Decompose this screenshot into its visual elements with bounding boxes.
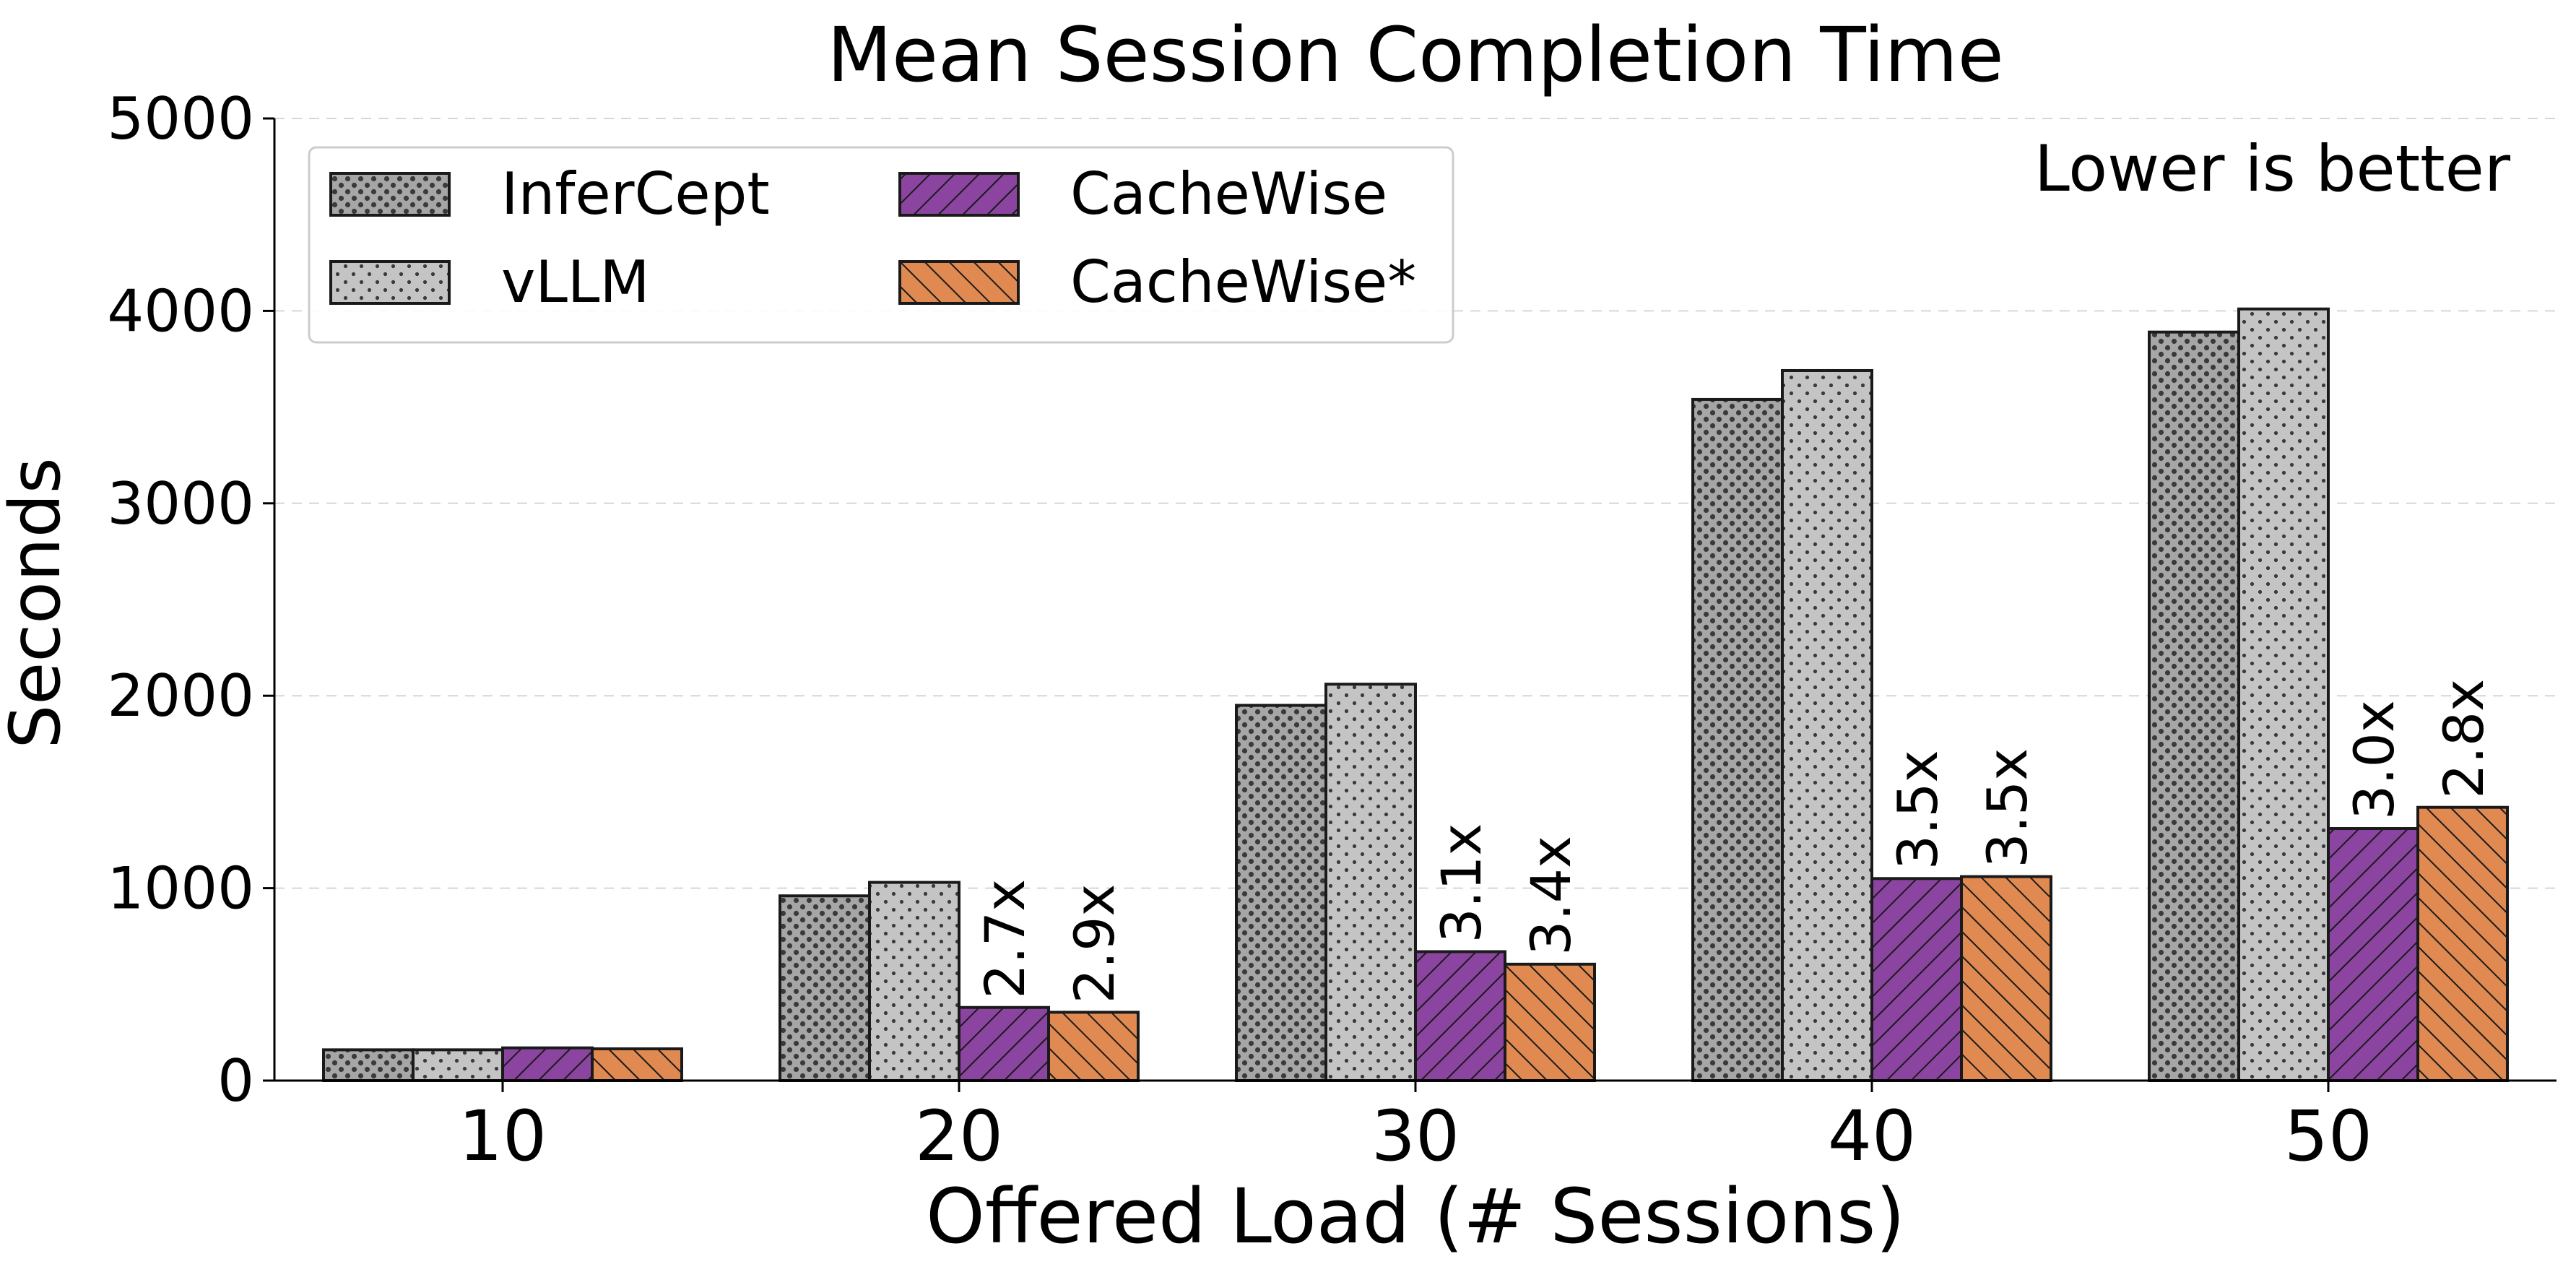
bar-cachewise-40 <box>1870 877 1963 1083</box>
legend-label-cachewise: CacheWise <box>1070 160 1387 228</box>
bar-cachewise--30 <box>1504 962 1596 1082</box>
legend: InferCept vLLM CacheWise CacheWise* <box>308 146 1454 344</box>
bar-infercept-20 <box>779 894 871 1082</box>
bar-cachewise--20 <box>1047 1011 1140 1082</box>
bar-infercept-30 <box>1235 704 1327 1082</box>
bar-cachewise--40 <box>1960 875 2052 1082</box>
x-tick-label-30: 30 <box>1371 1096 1460 1177</box>
bar-infercept-10 <box>322 1048 415 1082</box>
legend-swatch-infercept <box>329 172 451 217</box>
speedup-label-cachewise-20: 2.7x <box>973 879 1037 999</box>
bar-vllm-40 <box>1781 368 1873 1082</box>
x-tick-label-40: 40 <box>1828 1096 1916 1177</box>
bar-cachewise-30 <box>1414 950 1506 1082</box>
x-tick-label-20: 20 <box>915 1096 1003 1177</box>
bar-cachewise--10 <box>591 1047 683 1082</box>
y-tick-label-1000: 1000 <box>107 855 254 922</box>
legend-label-cachewise-: CacheWise* <box>1070 248 1416 316</box>
legend-frame <box>308 146 1454 344</box>
speedup-label-cachewise-40: 3.5x <box>1886 750 1950 870</box>
annotation-lower-is-better: Lower is better <box>2034 131 2511 206</box>
legend-label-vllm: vLLM <box>501 248 650 316</box>
chart-title: Mean Session Completion Time <box>827 11 2004 99</box>
y-tick-label-5000: 5000 <box>107 85 254 152</box>
bar-cachewise-20 <box>958 1005 1050 1082</box>
legend-swatch-cachewise <box>898 172 1020 217</box>
y-tick-label-0: 0 <box>217 1047 254 1115</box>
bar-vllm-30 <box>1324 683 1417 1082</box>
speedup-label-cachewise-50: 3.0x <box>2342 700 2406 820</box>
data-labels: 2.7x 2.9x 3.1x 3.4x 3.5x 3.5x 3.0x 2.8x <box>973 679 2496 1004</box>
speedup-label-cachewise-30: 3.1x <box>1429 823 1493 943</box>
speedup-label-cachewise--20: 2.9x <box>1062 884 1127 1004</box>
x-axis-label: Offered Load (# Sessions) <box>926 1172 1905 1260</box>
bar-vllm-20 <box>868 881 960 1083</box>
speedup-label-cachewise--50: 2.8x <box>2432 679 2496 799</box>
bar-cachewise--50 <box>2416 805 2509 1083</box>
legend-label-infercept: InferCept <box>501 160 770 228</box>
y-axis-label: Seconds <box>0 457 76 748</box>
speedup-label-cachewise--40: 3.5x <box>1975 748 2039 868</box>
bar-infercept-40 <box>1691 397 1784 1082</box>
legend-swatch-cachewise- <box>898 260 1020 305</box>
bar-infercept-50 <box>2148 330 2240 1083</box>
y-tick-label-4000: 4000 <box>107 277 254 345</box>
bar-cachewise-50 <box>2327 827 2419 1082</box>
speedup-label-cachewise--30: 3.4x <box>1519 836 1583 956</box>
x-tick-label-10: 10 <box>459 1096 547 1177</box>
y-tick-label-3000: 3000 <box>107 470 254 537</box>
legend-swatch-vllm <box>329 260 451 305</box>
y-tick-label-2000: 2000 <box>107 662 254 730</box>
bar-cachewise-10 <box>501 1046 594 1083</box>
axes: 0 1000 2000 3000 4000 5000 10 20 30 40 50 <box>107 85 2557 1177</box>
bar-vllm-10 <box>412 1048 504 1082</box>
bars <box>322 307 2509 1083</box>
x-tick-label-50: 50 <box>2284 1096 2372 1177</box>
bar-vllm-50 <box>2237 307 2330 1083</box>
